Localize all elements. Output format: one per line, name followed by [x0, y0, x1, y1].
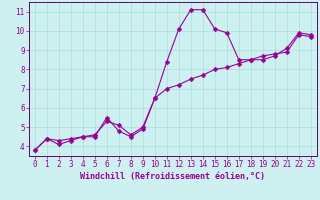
X-axis label: Windchill (Refroidissement éolien,°C): Windchill (Refroidissement éolien,°C) [80, 172, 265, 181]
